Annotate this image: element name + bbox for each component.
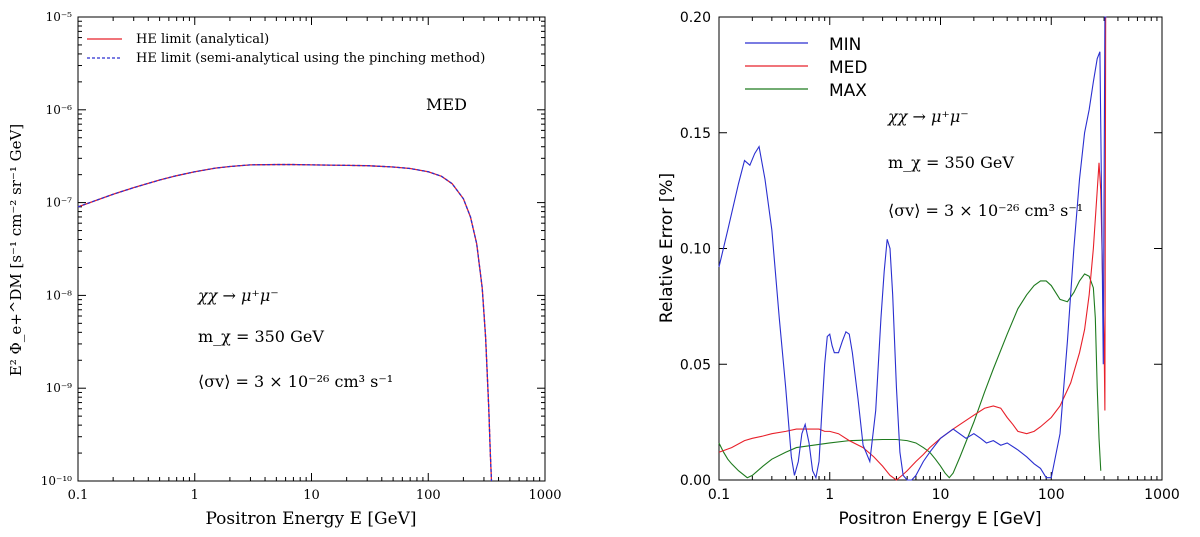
left-y-tick-label: 10⁻⁵ [46,10,73,24]
right-y-axis-label: Relative Error [%] [657,173,677,323]
left-x-tick-label: 0.1 [68,488,89,503]
right-x-tick-label: 1 [825,487,834,503]
left-x-tick-label: 10 [303,488,320,503]
left-chart: 0.1 1 10 100 1000 10⁻¹⁰ 10⁻⁹ 10⁻⁸ 10⁻⁷ 10⁻⁶ 10⁻⁵ H… [7,10,562,529]
right-y-tick-label: 0.05 [680,357,711,373]
left-x-axis-label: Positron Energy E [GeV] [205,509,416,529]
legend-label-max: MAX [829,81,867,101]
legend-label-analytical: HE limit (analytical) [136,32,269,47]
left-y-tick-label: 10⁻⁹ [46,381,73,395]
left-series-lines [77,163,493,482]
right-annotation-sigmav: ⟨σv⟩ = 3 × 10⁻²⁶ cm³ s⁻¹ [888,201,1083,220]
legend-label-min: MIN [829,35,861,55]
left-x-tick-label: 1000 [528,488,561,503]
left-x-tick-label: 100 [416,488,441,503]
left-y-tick-label: 10⁻⁷ [46,196,73,210]
left-plot-frame [77,16,546,482]
right-y-tick-label: 0.20 [680,10,711,26]
series-line-semianalytical [77,163,493,482]
right-y-tick-label: 0.15 [680,126,711,142]
left-y-tick-label: 10⁻⁸ [46,288,73,302]
series-line-med [718,16,1107,481]
left-y-axis-label: E² Φ_e+^DM [s⁻¹ cm⁻² sr⁻¹ GeV] [7,124,25,376]
med-label: MED [426,95,467,114]
left-annotation-sigmav: ⟨σv⟩ = 3 × 10⁻²⁶ cm³ s⁻¹ [198,372,393,391]
left-annotation-process: χχ → μ⁺μ⁻ [197,286,279,305]
left-axis-ticks: 0.1 1 10 100 1000 10⁻¹⁰ 10⁻⁹ 10⁻⁸ 10⁻⁷ 10⁻⁶ 10⁻⁵ [41,10,562,503]
right-plot-frame [718,16,1163,481]
legend-label-semianalytical: HE limit (semi-analytical using the pinc… [136,51,485,66]
right-x-axis-label: Positron Energy E [GeV] [838,509,1041,529]
right-series-lines [718,16,1107,481]
right-axis-ticks: 0.1 1 10 100 1000 0.00 0.05 0.10 0.15 0.20 [680,10,1180,503]
right-annotation-mass: m_χ = 350 GeV [888,153,1014,172]
right-x-tick-label: 10 [932,487,950,503]
right-chart: 0.1 1 10 100 1000 0.00 0.05 0.10 0.15 0.20 MIN ME… [657,10,1180,529]
right-annotation-process: χχ → μ⁺μ⁻ [887,107,969,126]
right-x-tick-label: 0.1 [708,487,730,503]
series-line-max [718,273,1102,479]
right-y-tick-label: 0.00 [680,473,711,489]
right-x-tick-label: 100 [1038,487,1065,503]
left-annotation-mass: m_χ = 350 GeV [198,327,324,346]
left-y-tick-label: 10⁻⁶ [46,103,73,117]
legend-label-med: MED [829,58,868,78]
series-line-analytical [77,163,493,482]
left-y-tick-label: 10⁻¹⁰ [41,474,72,488]
right-x-tick-label: 1000 [1144,487,1180,503]
left-x-tick-label: 1 [191,488,199,503]
right-y-tick-label: 0.10 [680,242,711,258]
series-line-min [718,16,1107,481]
